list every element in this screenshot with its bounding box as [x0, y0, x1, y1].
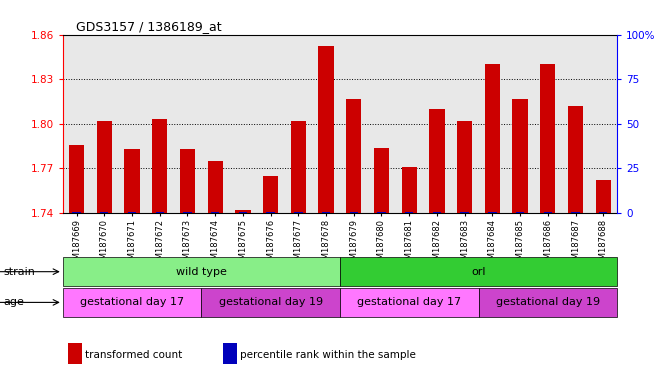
Bar [350, 212, 358, 214]
Text: gestational day 19: gestational day 19 [218, 297, 323, 308]
Bar [322, 212, 330, 214]
Bar [340, 257, 617, 286]
Bar [378, 212, 385, 214]
Bar [124, 149, 140, 213]
Bar [457, 121, 473, 213]
Bar [69, 145, 84, 213]
Bar [429, 109, 445, 213]
Bar [156, 212, 164, 214]
Bar [401, 167, 417, 213]
Bar [96, 121, 112, 213]
Bar [68, 343, 82, 364]
Bar [340, 288, 478, 317]
Bar [544, 212, 552, 214]
Bar [346, 99, 362, 213]
Text: orl: orl [471, 266, 486, 277]
Text: gestational day 17: gestational day 17 [357, 297, 461, 308]
Bar [599, 212, 607, 214]
Bar [595, 180, 611, 213]
Bar [572, 212, 579, 214]
Bar [433, 212, 441, 214]
Bar [152, 119, 168, 213]
Bar [294, 212, 302, 214]
Bar [405, 212, 413, 214]
Bar [484, 64, 500, 213]
Bar [224, 343, 238, 364]
Bar [128, 212, 136, 214]
Bar [540, 64, 556, 213]
Text: wild type: wild type [176, 266, 227, 277]
Bar [318, 46, 334, 213]
Bar [478, 288, 617, 317]
Bar [180, 149, 195, 213]
Bar [263, 176, 279, 213]
Bar [239, 212, 247, 214]
Text: age: age [3, 297, 24, 308]
Text: transformed count: transformed count [85, 350, 182, 360]
Bar [73, 212, 81, 214]
Bar [207, 161, 223, 213]
Bar [461, 212, 469, 214]
Bar [488, 212, 496, 214]
Bar [63, 288, 201, 317]
Bar [211, 212, 219, 214]
Text: gestational day 19: gestational day 19 [496, 297, 600, 308]
Bar [201, 288, 340, 317]
Bar [512, 99, 528, 213]
Bar [235, 210, 251, 213]
Bar [63, 257, 340, 286]
Text: gestational day 17: gestational day 17 [80, 297, 184, 308]
Text: percentile rank within the sample: percentile rank within the sample [240, 350, 416, 360]
Bar [290, 121, 306, 213]
Bar [267, 212, 275, 214]
Text: strain: strain [3, 266, 35, 277]
Bar [183, 212, 191, 214]
Bar [100, 212, 108, 214]
Text: GDS3157 / 1386189_at: GDS3157 / 1386189_at [76, 20, 222, 33]
Bar [516, 212, 524, 214]
Bar [568, 106, 583, 213]
Bar [374, 147, 389, 213]
